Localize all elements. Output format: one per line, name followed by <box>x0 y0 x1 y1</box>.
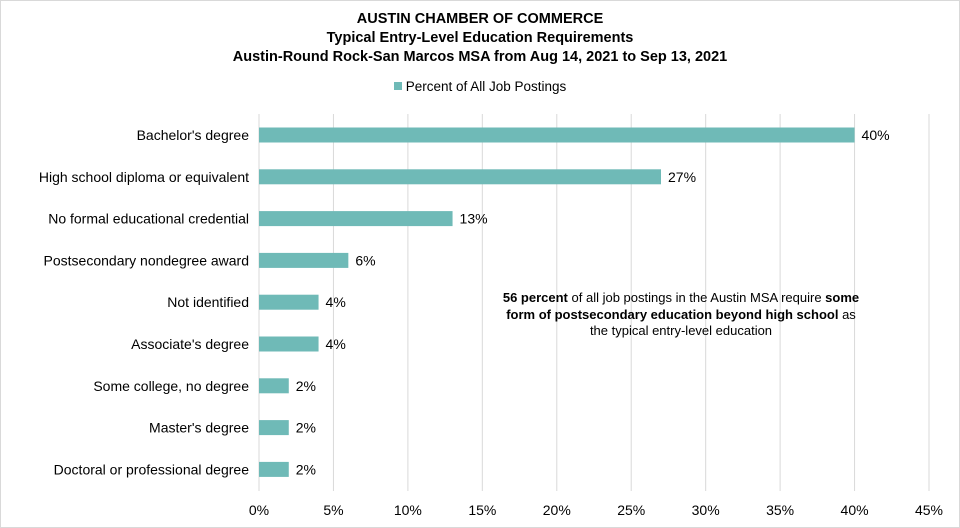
x-tick-label: 5% <box>323 502 343 518</box>
bar <box>259 252 349 268</box>
x-tick-label: 30% <box>692 502 720 518</box>
x-tick-label: 10% <box>394 502 422 518</box>
category-label: No formal educational credential <box>48 211 249 227</box>
category-label: Not identified <box>167 294 249 310</box>
chart-subtitle: Typical Entry-Level Education Requiremen… <box>326 30 634 46</box>
annotation-text-2: as the typical entry-level education <box>589 306 856 339</box>
chart-title-block: AUSTIN CHAMBER OF COMMERCE Typical Entry… <box>0 10 960 67</box>
category-label: Doctoral or professional degree <box>54 461 250 477</box>
bar <box>259 336 319 352</box>
data-label: 6% <box>355 252 375 268</box>
annotation-strong-1: 56 percent <box>502 290 568 305</box>
annotation-strong-2: some form of postsecondary education bey… <box>506 290 860 322</box>
category-label: Associate's degree <box>131 336 249 352</box>
data-label: 27% <box>668 169 696 185</box>
x-tick-label: 25% <box>617 502 645 518</box>
bar <box>259 420 289 436</box>
x-tick-label: 0% <box>249 502 269 518</box>
data-label: 4% <box>326 294 346 310</box>
legend-swatch <box>393 82 402 90</box>
chart-title: AUSTIN CHAMBER OF COMMERCE <box>356 11 604 27</box>
category-label: High school diploma or equivalent <box>39 169 249 185</box>
category-label: Postsecondary nondegree award <box>44 252 249 268</box>
annotation-text-1: of all job postings in the Austin MSA re… <box>567 290 826 305</box>
data-label: 2% <box>296 461 316 477</box>
x-tick-label: 45% <box>915 502 943 518</box>
x-tick-label: 15% <box>468 502 496 518</box>
category-label: Master's degree <box>149 420 249 436</box>
data-label: 2% <box>296 378 316 394</box>
bar <box>259 211 453 227</box>
data-label: 13% <box>460 211 488 227</box>
bar <box>259 127 855 143</box>
bar <box>259 169 661 185</box>
x-tick-label: 35% <box>766 502 794 518</box>
bar <box>259 294 319 310</box>
legend-label: Percent of All Job Postings <box>405 79 567 94</box>
data-label: 2% <box>296 420 316 436</box>
data-label: 4% <box>326 336 346 352</box>
chart-annotation: 56 percent of all job postings in the Au… <box>496 290 866 340</box>
bar <box>259 461 289 477</box>
category-label: Bachelor's degree <box>137 127 250 143</box>
bar <box>259 378 289 394</box>
category-label: Some college, no degree <box>93 378 249 394</box>
x-tick-label: 40% <box>841 502 869 518</box>
chart-subtitle-2: Austin-Round Rock-San Marcos MSA from Au… <box>232 49 728 65</box>
chart-legend: Percent of All Job Postings <box>0 78 960 96</box>
x-tick-label: 20% <box>543 502 571 518</box>
data-label: 40% <box>862 127 890 143</box>
